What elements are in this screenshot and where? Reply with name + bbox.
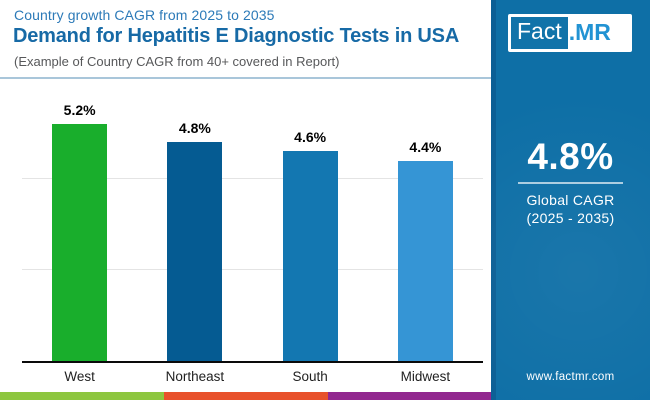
footer-strip-segment-1 — [0, 392, 164, 400]
x-axis-label-midwest: Midwest — [400, 369, 451, 384]
bar-midwest — [397, 160, 453, 362]
bar-value-label-west: 5.2% — [63, 101, 96, 118]
logo-mr-text: .MR — [568, 18, 611, 45]
x-axis-label-northeast: Northeast — [165, 369, 225, 384]
bar-south — [282, 151, 338, 362]
x-axis-line — [22, 361, 483, 363]
bar-slot-northeast: 4.8% — [137, 120, 252, 362]
global-cagr-value: 4.8% — [527, 136, 614, 177]
logo-fact-text: Fact — [511, 16, 568, 50]
website-url: www.factmr.com — [526, 371, 615, 383]
chart-subtitle: (Example of Country CAGR from 40+ covere… — [14, 54, 340, 69]
footer-strip-segment-3 — [328, 392, 491, 400]
bar-slot-west: 5.2% — [22, 102, 137, 362]
bar-value-label-south: 4.6% — [294, 129, 327, 146]
bar-value-label-midwest: 4.4% — [409, 138, 442, 155]
global-cagr-label: Global CAGR — [526, 192, 615, 208]
footer-color-strip — [0, 392, 491, 400]
bar-northeast — [167, 142, 223, 362]
chart-kicker: Country growth CAGR from 2025 to 2035 — [14, 7, 275, 23]
x-axis-label-south: South — [292, 369, 328, 384]
gridline-2 — [22, 269, 483, 271]
factmr-logo: Fact .MR — [508, 14, 632, 52]
bar-slot-midwest: 4.4% — [368, 138, 483, 362]
bar-chart-plot-area: 5.2% 4.8% 4.6% 4.4% — [22, 88, 483, 362]
bars-row: 5.2% 4.8% 4.6% 4.4% — [22, 88, 483, 362]
header-divider — [0, 77, 491, 79]
global-cagr-period: (2025 - 2035) — [526, 210, 615, 226]
x-axis-labels: West Northeast South Midwest — [22, 369, 483, 384]
bar-slot-south: 4.6% — [253, 129, 368, 362]
bar-west — [52, 123, 108, 362]
bar-value-label-northeast: 4.8% — [178, 120, 211, 137]
x-axis-label-west: West — [64, 369, 95, 384]
gridline-4 — [22, 177, 483, 179]
sidebar-panel: Fact .MR 4.8% Global CAGR (2025 - 2035) … — [491, 0, 650, 400]
footer-strip-segment-2 — [164, 392, 328, 400]
page-title: Demand for Hepatitis E Diagnostic Tests … — [13, 25, 460, 47]
stat-divider — [518, 182, 623, 184]
